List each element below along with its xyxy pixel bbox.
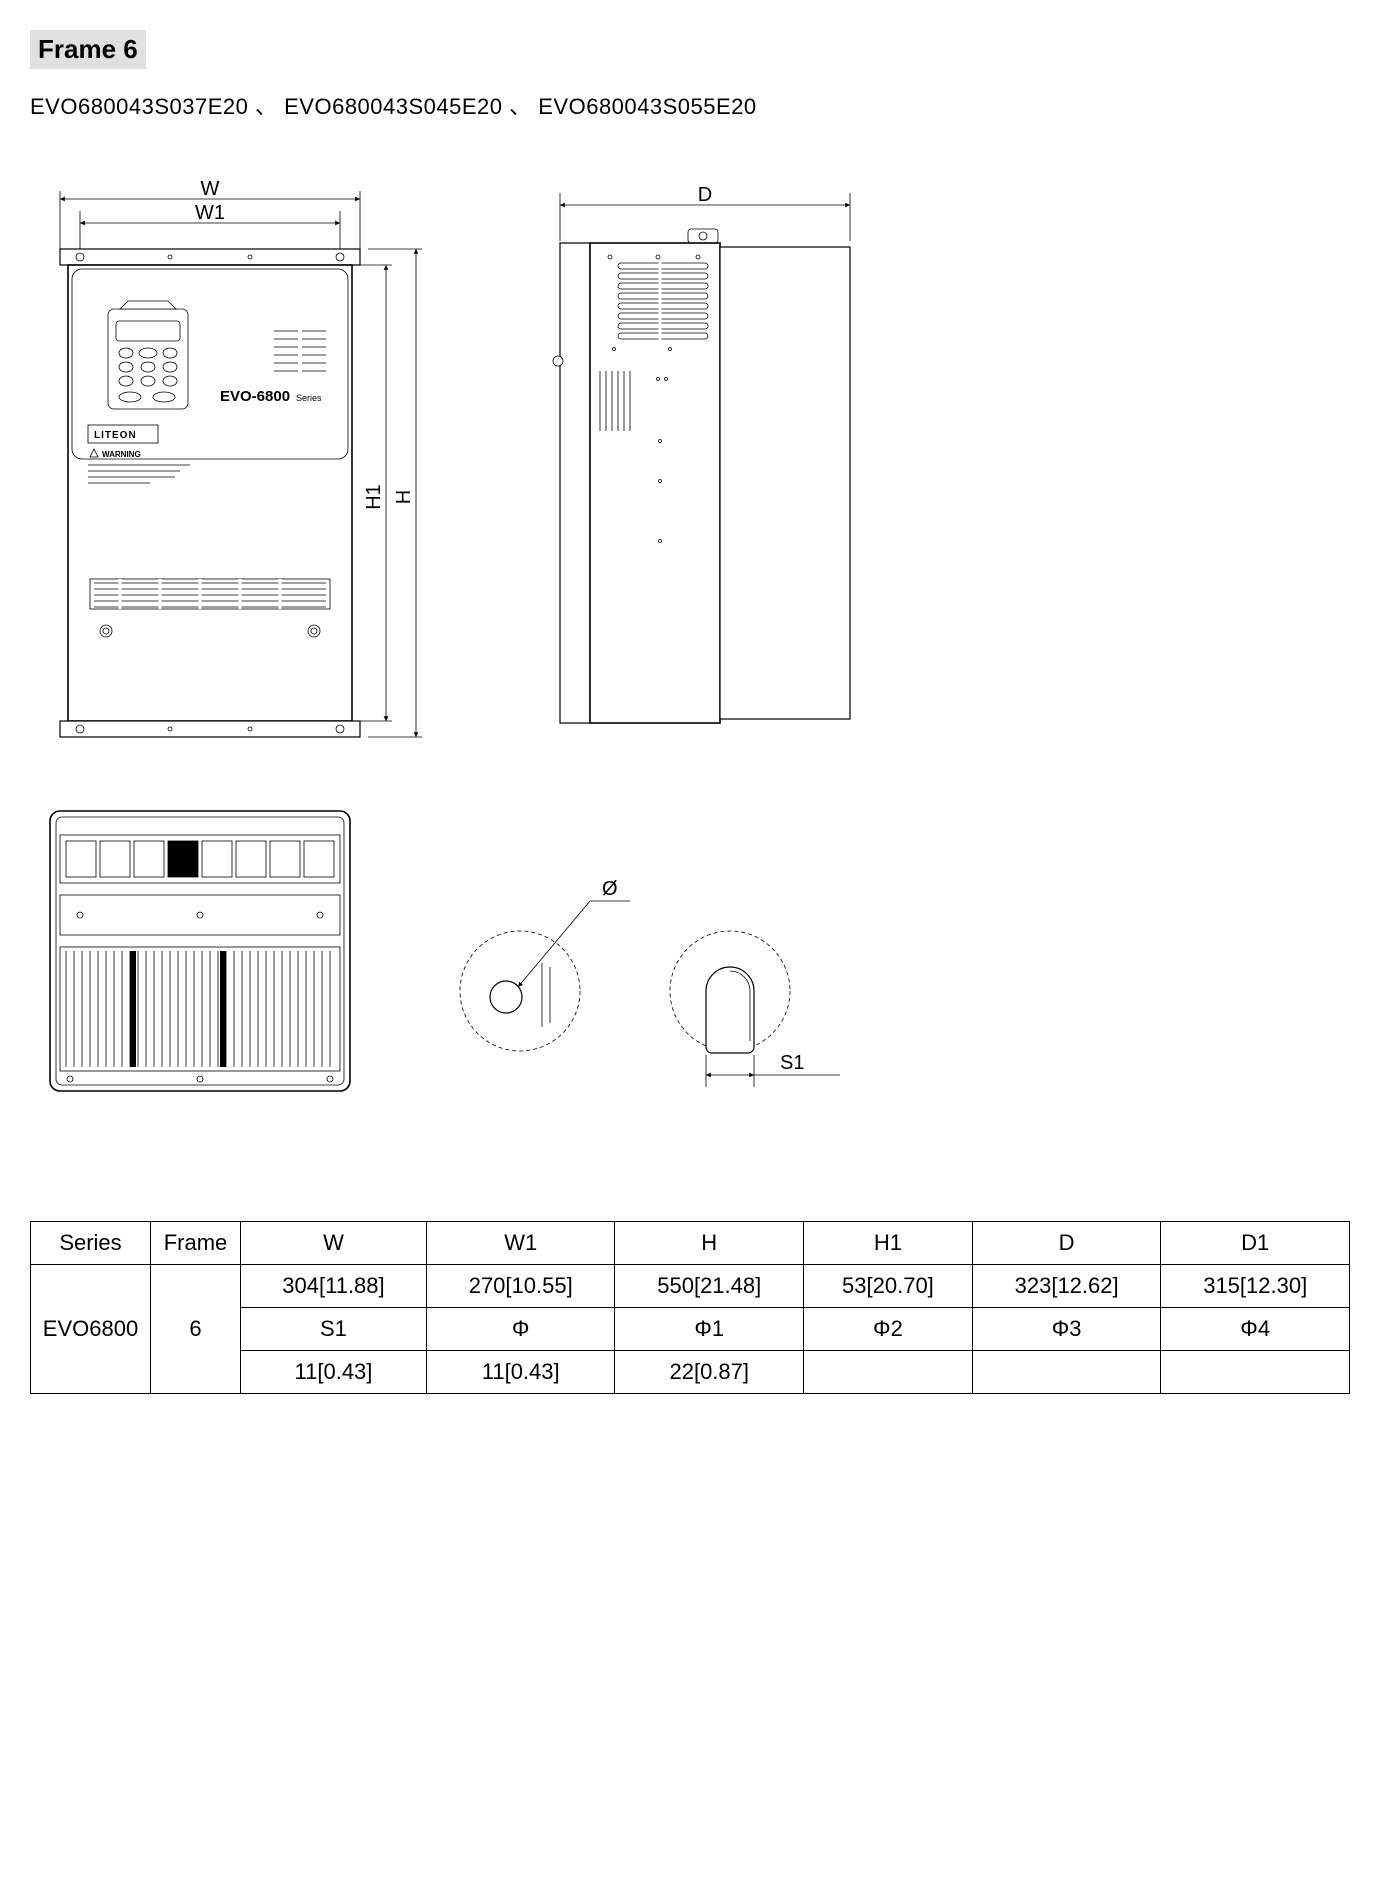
frame-heading: Frame 6: [30, 30, 146, 69]
cell-w: 304[11.88]: [241, 1265, 427, 1308]
side-view: D: [540, 181, 880, 741]
cell-d: 323[12.62]: [972, 1265, 1161, 1308]
table-header-row: Series Frame W W1 H H1 D D1: [31, 1222, 1350, 1265]
cell-phi1-h: Φ1: [615, 1308, 804, 1351]
cell-phi: 11[0.43]: [426, 1351, 615, 1394]
cell-phi3-h: Φ3: [972, 1308, 1161, 1351]
phi-label: Ø: [602, 878, 618, 900]
col-h: H: [615, 1222, 804, 1265]
cell-phi2-h: Φ2: [804, 1308, 973, 1351]
col-series: Series: [31, 1222, 151, 1265]
dim-d-label: D: [698, 184, 712, 206]
cell-phi4: [1161, 1351, 1350, 1394]
cell-h1: 53[20.70]: [804, 1265, 973, 1308]
cell-frame: 6: [151, 1265, 241, 1394]
dim-h-label: H: [393, 490, 415, 504]
col-w1: W1: [426, 1222, 615, 1265]
brand-label: LITEON: [94, 430, 137, 441]
col-d1: D1: [1161, 1222, 1350, 1265]
dim-w-label: W: [201, 181, 220, 200]
col-h1: H1: [804, 1222, 973, 1265]
model-numbers: EVO680043S037E20 、 EVO680043S045E20 、 EV…: [30, 89, 1363, 121]
front-view: W W1: [30, 181, 430, 761]
cell-h: 550[21.48]: [615, 1265, 804, 1308]
cell-series: EVO6800: [31, 1265, 151, 1394]
dim-w1-label: W1: [195, 202, 225, 224]
product-series-label: Series: [296, 393, 322, 403]
cell-phi-h: Φ: [426, 1308, 615, 1351]
cell-phi1: 22[0.87]: [615, 1351, 804, 1394]
s1-label: S1: [780, 1052, 804, 1074]
cell-s1: 11[0.43]: [241, 1351, 427, 1394]
dim-h1-label: H1: [363, 484, 385, 510]
cell-d1: 315[12.30]: [1161, 1265, 1350, 1308]
cell-w1: 270[10.55]: [426, 1265, 615, 1308]
drawings-area: W W1: [30, 181, 1363, 1101]
cell-phi4-h: Φ4: [1161, 1308, 1350, 1351]
bottom-view: [30, 801, 370, 1101]
cell-phi2: [804, 1351, 973, 1394]
col-w: W: [241, 1222, 427, 1265]
product-label: EVO-6800: [220, 388, 290, 405]
warning-title: WARNING: [102, 450, 141, 459]
cell-phi3: [972, 1351, 1161, 1394]
mounting-detail: Ø S1: [430, 841, 850, 1101]
dimensions-table: Series Frame W W1 H H1 D D1 EVO6800 6 30…: [30, 1221, 1350, 1394]
col-d: D: [972, 1222, 1161, 1265]
col-frame: Frame: [151, 1222, 241, 1265]
table-row: EVO6800 6 304[11.88] 270[10.55] 550[21.4…: [31, 1265, 1350, 1308]
cell-s1-h: S1: [241, 1308, 427, 1351]
